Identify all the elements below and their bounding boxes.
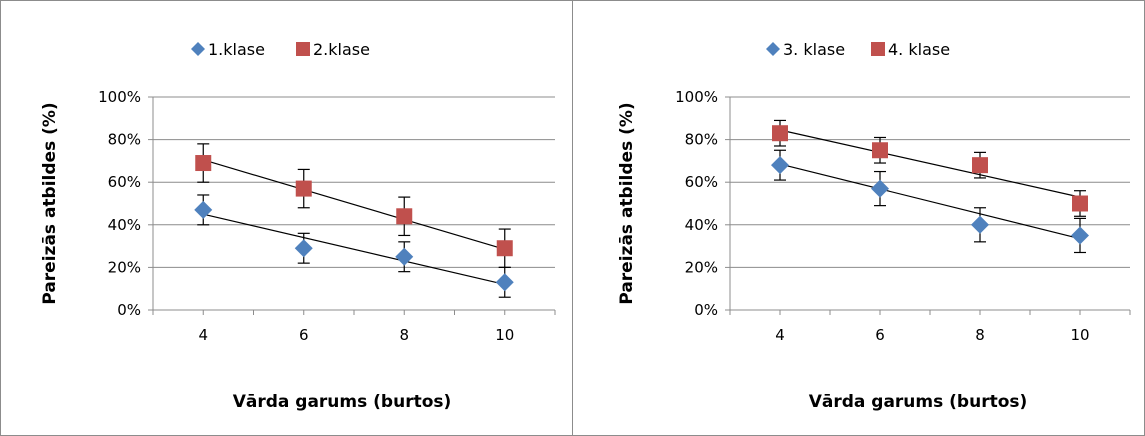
chart-panel-right: 0% 20% 40% 60% 80% 100% 4 6 8 10 Vārda garums (bur… xyxy=(573,0,1145,436)
y-tick-label: 40% xyxy=(108,216,141,234)
trendline-2 xyxy=(203,159,505,250)
x-axis-title: Vārda garums (burtos) xyxy=(809,392,1028,412)
x-tick-label: 4 xyxy=(775,326,785,344)
y-tick-label: 20% xyxy=(685,258,718,276)
y-tick-label: 0% xyxy=(117,301,141,319)
legend-label: 2.klase xyxy=(313,40,370,59)
y-tick-label: 0% xyxy=(694,301,718,319)
data-point-square xyxy=(295,180,312,197)
data-point-diamond xyxy=(1071,226,1089,245)
data-point-square xyxy=(972,157,988,174)
y-tick-label: 60% xyxy=(108,173,141,191)
chart-right: 0% 20% 40% 60% 80% 100% 4 6 8 10 Vārda garums (bur… xyxy=(617,40,1131,412)
y-tick-label: 40% xyxy=(685,216,718,234)
x-tick-label: 6 xyxy=(299,326,309,344)
y-axis-title: Pareizās atbildes (%) xyxy=(617,102,637,304)
data-point-square xyxy=(195,155,212,172)
data-point-diamond xyxy=(495,273,514,292)
data-point-square xyxy=(496,240,513,257)
y-tick-label: 20% xyxy=(108,258,141,276)
chart-left: 0% 20% 40% 60% 80% 100% 4 6 8 10 Vārda garums (bur… xyxy=(40,40,556,412)
y-tick-label: 80% xyxy=(685,131,718,149)
y-tick-label: 80% xyxy=(108,131,141,149)
legend-label: 3. klase xyxy=(783,40,845,59)
legend-label: 1.klase xyxy=(208,40,265,59)
x-tick-label: 10 xyxy=(495,326,514,344)
legend-marker-diamond xyxy=(191,42,205,56)
data-point-square xyxy=(1072,195,1088,212)
trendline-1 xyxy=(203,213,505,286)
data-point-square xyxy=(396,208,413,225)
data-point-diamond xyxy=(771,156,789,175)
legend-marker-square xyxy=(871,42,885,56)
data-point-diamond xyxy=(194,200,213,219)
x-axis-title: Vārda garums (burtos) xyxy=(233,392,452,412)
data-point-diamond xyxy=(395,247,414,266)
x-tick-label: 10 xyxy=(1070,326,1089,344)
data-point-square xyxy=(872,142,888,159)
x-tick-label: 8 xyxy=(399,326,409,344)
y-tick-label: 100% xyxy=(675,88,718,106)
x-tick-label: 6 xyxy=(875,326,885,344)
x-tick-label: 8 xyxy=(975,326,985,344)
legend-marker-square xyxy=(296,42,310,56)
trendline-1 xyxy=(779,163,1081,240)
y-axis-title: Pareizās atbildes (%) xyxy=(40,102,60,304)
x-tick-label: 4 xyxy=(198,326,208,344)
legend-label: 4. klase xyxy=(888,40,950,59)
data-point-diamond xyxy=(871,179,889,198)
trendline-2 xyxy=(779,129,1081,198)
data-point-diamond xyxy=(971,215,989,234)
y-tick-label: 60% xyxy=(685,173,718,191)
y-tick-label: 100% xyxy=(98,88,141,106)
legend-marker-diamond xyxy=(766,42,780,56)
data-point-diamond xyxy=(294,239,313,258)
chart-panel-left: 0% 20% 40% 60% 80% 100% 4 6 8 10 Vārda garums (bur… xyxy=(0,0,573,436)
data-point-square xyxy=(772,125,788,142)
